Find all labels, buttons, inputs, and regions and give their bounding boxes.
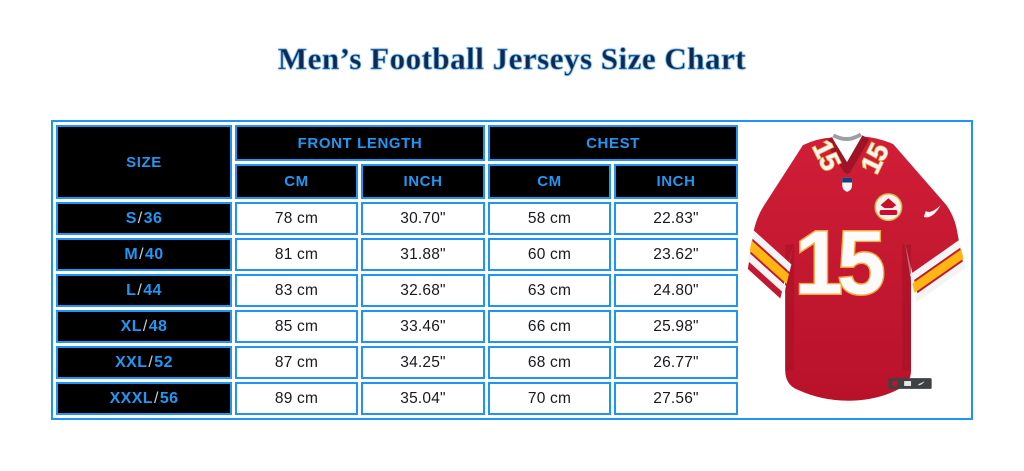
front-length-cm-cell: 78 cm [235, 202, 358, 235]
size-label: L/44 [56, 274, 232, 307]
table-row: L/44 83 cm 32.68" 63 cm 24.80" [56, 274, 739, 307]
table-row: S/36 78 cm 30.70" 58 cm 22.83" [56, 202, 739, 235]
size-slash: / [142, 317, 148, 335]
chest-inch-cell: 26.77" [614, 346, 739, 379]
jersey-product-image: 15 15 15 [741, 122, 971, 418]
chest-cm-cell: 60 cm [488, 238, 612, 271]
size-chart-container: SIZE FRONT LENGTH CHEST CM INCH CM INCH … [51, 120, 973, 420]
size-label: S/36 [56, 202, 232, 235]
size-slash: / [148, 353, 154, 371]
chest-inch-cell: 24.80" [614, 274, 739, 307]
size-slash: / [137, 209, 143, 227]
chest-inch-cell: 27.56" [614, 382, 739, 415]
front-length-cm-cell: 83 cm [235, 274, 358, 307]
header-chest-cm: CM [488, 164, 612, 199]
front-length-inch-cell: 31.88" [361, 238, 486, 271]
header-front-inch: INCH [361, 164, 486, 199]
header-chest-inch: INCH [614, 164, 739, 199]
table-row: XL/48 85 cm 33.46" 66 cm 25.98" [56, 310, 739, 343]
front-length-inch-cell: 32.68" [361, 274, 486, 307]
front-length-inch-cell: 35.04" [361, 382, 486, 415]
front-length-cm-cell: 81 cm [235, 238, 358, 271]
page-title: Men’s Football Jerseys Size Chart [277, 41, 747, 77]
size-label: XXXL/56 [56, 382, 232, 415]
front-length-cm-cell: 85 cm [235, 310, 358, 343]
size-table-body: SIZE FRONT LENGTH CHEST CM INCH CM INCH … [56, 125, 739, 415]
size-label: XL/48 [56, 310, 232, 343]
header-row-units: CM INCH CM INCH [56, 164, 739, 199]
hem-tag [888, 378, 932, 389]
chest-patch [874, 193, 903, 222]
chest-cm-cell: 63 cm [488, 274, 612, 307]
chest-cm-cell: 70 cm [488, 382, 612, 415]
table-row: M/40 81 cm 31.88" 60 cm 23.62" [56, 238, 739, 271]
chest-cm-cell: 66 cm [488, 310, 612, 343]
table-row: XXXL/56 89 cm 35.04" 70 cm 27.56" [56, 382, 739, 415]
size-table: SIZE FRONT LENGTH CHEST CM INCH CM INCH … [53, 122, 741, 418]
chest-inch-cell: 22.83" [614, 202, 739, 235]
size-slash: / [153, 389, 159, 407]
header-size: SIZE [56, 125, 232, 199]
front-length-cm-cell: 89 cm [235, 382, 358, 415]
chest-number: 15 [795, 212, 884, 313]
size-label: M/40 [56, 238, 232, 271]
jersey-collar [825, 135, 870, 174]
nike-swoosh-icon [923, 205, 941, 218]
size-slash: / [139, 245, 144, 263]
front-length-cm-cell: 87 cm [235, 346, 358, 379]
header-row-groups: SIZE FRONT LENGTH CHEST [56, 125, 739, 199]
header-front-length: FRONT LENGTH [235, 125, 486, 161]
chest-inch-cell: 25.98" [614, 310, 739, 343]
front-length-inch-cell: 34.25" [361, 346, 486, 379]
chest-cm-cell: 58 cm [488, 202, 612, 235]
nfl-shield-logo [842, 177, 853, 192]
jersey-back-neck-strip [832, 132, 862, 142]
jersey-side-panel-left [785, 244, 795, 371]
front-length-inch-cell: 30.70" [361, 202, 486, 235]
front-length-inch-cell: 33.46" [361, 310, 486, 343]
chest-inch-cell: 23.62" [614, 238, 739, 271]
header-chest: CHEST [488, 125, 739, 161]
chest-cm-cell: 68 cm [488, 346, 612, 379]
size-label: XXL/52 [56, 346, 232, 379]
header-front-cm: CM [235, 164, 358, 199]
table-row: XXL/52 87 cm 34.25" 68 cm 26.77" [56, 346, 739, 379]
size-slash: / [137, 281, 143, 299]
jersey-side-panel-right [902, 244, 912, 371]
jersey-illustration: 15 15 15 [745, 132, 967, 401]
